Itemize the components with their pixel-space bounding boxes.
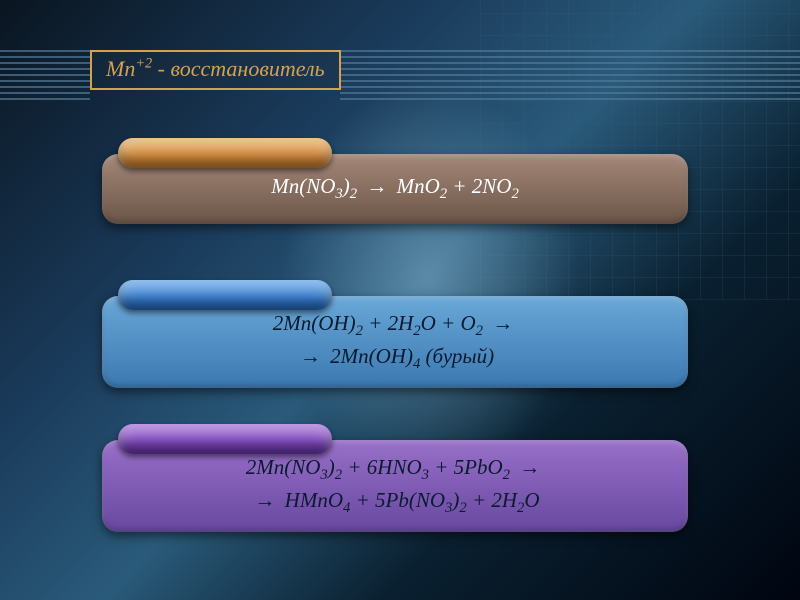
stripes-left [0,50,90,100]
title-text: Mn+2 - восстановитель [106,56,325,81]
pill-purple [118,424,332,454]
stripes-right [340,50,800,100]
pill-orange [118,138,332,168]
equation-line: 2Mn(OH)2 + 2H2O + O2 → [273,311,517,340]
pill-blue [118,280,332,310]
equation-line: → 2Mn(OH)4 (бурый) [296,344,494,373]
equation-line: Mn(NO3)2 → MnO2 + 2NO2 [271,174,519,203]
equation-line: 2Mn(NO3)2 + 6HNO3 + 5PbO2 → [246,455,544,484]
equation-line: → HMnO4 + 5Pb(NO3)2 + 2H2O [250,488,539,517]
slide-title: Mn+2 - восстановитель [90,50,341,90]
background-grid [480,0,800,300]
